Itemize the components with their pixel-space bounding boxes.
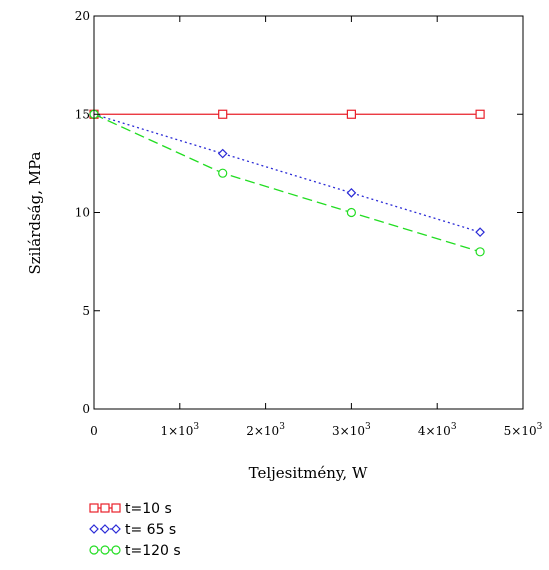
series-line-3 — [93, 113, 481, 253]
data-point-diamond — [217, 148, 228, 159]
axes: 0 5 10 15 20 0 1×103 2×103 3×103 4×103 5×103 — [75, 9, 543, 438]
x-tick-exponent: 3 — [451, 422, 457, 432]
x-tick-exponent: 3 — [537, 422, 543, 432]
legend-marker-square — [89, 503, 99, 513]
y-tick-label: 0 — [82, 402, 90, 416]
data-point-circle — [475, 247, 485, 257]
y-axis-label: Szilárdság, MPa — [26, 151, 44, 274]
x-tick-label: 2×103 — [246, 422, 285, 438]
x-axis-label: Teljesitmény, W — [249, 464, 368, 482]
x-tick-exponent: 3 — [279, 422, 285, 432]
x-tick-label: 5×103 — [504, 422, 543, 438]
legend-label: t= 65 s — [125, 522, 176, 538]
data-point-square — [218, 109, 228, 119]
legend-marker-square — [111, 503, 121, 513]
data-point-diamond — [475, 227, 485, 237]
data-point-square — [475, 109, 485, 119]
x-tick-label: 1×103 — [160, 422, 199, 438]
x-tick-label: 3×103 — [332, 422, 371, 438]
y-tick-label: 15 — [75, 107, 90, 121]
series-line-2 — [93, 113, 481, 233]
plot-frame — [93, 15, 524, 410]
y-tick-label: 20 — [75, 9, 90, 23]
x-tick-exponent: 3 — [365, 422, 371, 432]
legend-label: t=120 s — [125, 543, 181, 559]
legend-marker-circle — [100, 545, 110, 555]
x-tick-label: 0 — [90, 424, 98, 438]
data-point-circle — [346, 207, 356, 218]
data-point-square — [346, 109, 356, 119]
legend-marker-circle — [89, 545, 99, 555]
legend-marker-square — [100, 503, 110, 513]
plot-area — [89, 109, 485, 257]
legend: t=10 s t= 65 s t=120 s — [89, 501, 181, 559]
legend-label: t=10 s — [125, 501, 172, 517]
x-tick-label: 4×103 — [418, 422, 457, 438]
y-tick-label: 10 — [75, 206, 90, 220]
legend-marker-diamond — [89, 524, 99, 534]
data-point-diamond — [346, 188, 357, 198]
data-point-circle — [218, 168, 228, 178]
legend-marker-circle — [111, 545, 121, 555]
legend-marker-diamond — [111, 524, 121, 534]
legend-marker-diamond — [100, 524, 110, 534]
y-tick-label: 5 — [82, 304, 90, 318]
x-tick-exponent: 3 — [193, 422, 199, 432]
